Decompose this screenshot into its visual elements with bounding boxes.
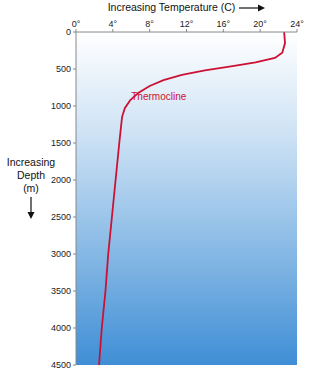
- html-text:Increasing Temperature (C): Increasing Temperature (C): [107, 1, 236, 13]
- svg-text:0°: 0°: [72, 19, 81, 29]
- svg-text:12°: 12°: [180, 19, 194, 29]
- svg-text:2500: 2500: [51, 212, 71, 222]
- svg-text:1500: 1500: [51, 138, 71, 148]
- svg-text:3000: 3000: [51, 249, 71, 259]
- svg-text:500: 500: [56, 64, 71, 74]
- svg-text:8°: 8°: [145, 19, 154, 29]
- svg-text:0: 0: [66, 27, 71, 37]
- svg-text:Thermocline: Thermocline: [131, 91, 186, 102]
- svg-text:20°: 20°: [253, 19, 267, 29]
- svg-text:4500: 4500: [51, 360, 71, 370]
- svg-text:1000: 1000: [51, 101, 71, 111]
- svg-text:4°: 4°: [109, 19, 118, 29]
- svg-text:2000: 2000: [51, 175, 71, 185]
- svg-text:24°: 24°: [290, 19, 302, 29]
- svg-text:16°: 16°: [217, 19, 231, 29]
- html-text:Depth: Depth: [17, 169, 45, 181]
- html-text:(m): (m): [23, 182, 39, 194]
- html-text:Increasing: Increasing: [6, 156, 56, 168]
- svg-text:3500: 3500: [51, 286, 71, 296]
- svg-text:4000: 4000: [51, 323, 71, 333]
